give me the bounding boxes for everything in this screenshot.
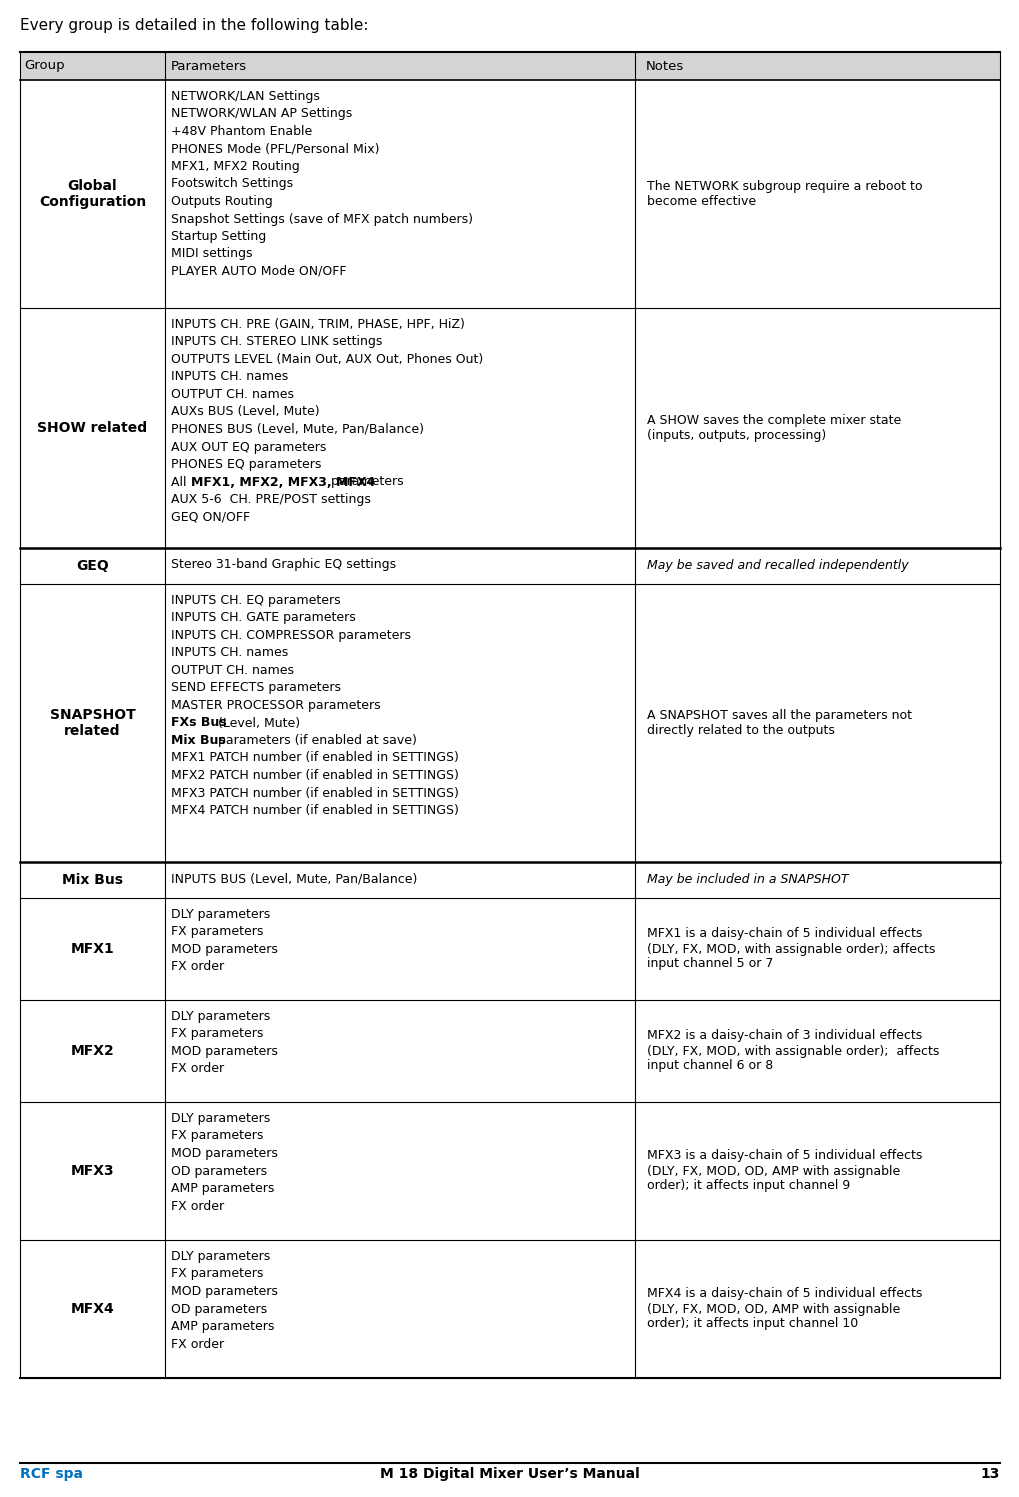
Bar: [20, 1240, 999, 1379]
Bar: [20, 898, 999, 1000]
Bar: [20, 548, 999, 584]
Text: NETWORK/WLAN AP Settings: NETWORK/WLAN AP Settings: [171, 108, 352, 120]
Text: M 18 Digital Mixer User’s Manual: M 18 Digital Mixer User’s Manual: [380, 1467, 639, 1481]
Text: FX order: FX order: [171, 1199, 224, 1213]
Text: INPUTS CH. STEREO LINK settings: INPUTS CH. STEREO LINK settings: [171, 335, 382, 349]
Text: MOD parameters: MOD parameters: [171, 1045, 277, 1058]
Text: INPUTS CH. names: INPUTS CH. names: [171, 370, 288, 383]
Bar: [20, 79, 999, 308]
Text: DLY parameters: DLY parameters: [171, 1010, 270, 1022]
Text: SHOW related: SHOW related: [38, 421, 148, 436]
Text: GEQ: GEQ: [76, 558, 109, 573]
Text: MASTER PROCESSOR parameters: MASTER PROCESSOR parameters: [171, 699, 380, 713]
Bar: [20, 1102, 999, 1240]
Text: FX order: FX order: [171, 1063, 224, 1075]
Text: PHONES BUS (Level, Mute, Pan/Balance): PHONES BUS (Level, Mute, Pan/Balance): [171, 424, 424, 436]
Text: Global
Configuration: Global Configuration: [39, 180, 146, 210]
Bar: [20, 52, 999, 79]
Text: OUTPUT CH. names: OUTPUT CH. names: [171, 665, 293, 677]
Text: RCF spa: RCF spa: [20, 1467, 83, 1481]
Text: OUTPUTS LEVEL (Main Out, AUX Out, Phones Out): OUTPUTS LEVEL (Main Out, AUX Out, Phones…: [171, 353, 483, 365]
Text: MFX1 PATCH number (if enabled in SETTINGS): MFX1 PATCH number (if enabled in SETTING…: [171, 751, 459, 765]
Text: MOD parameters: MOD parameters: [171, 1284, 277, 1298]
Text: OD parameters: OD parameters: [171, 1302, 267, 1316]
Text: (Level, Mute): (Level, Mute): [214, 717, 301, 729]
Text: MOD parameters: MOD parameters: [171, 943, 277, 957]
Text: SNAPSHOT
related: SNAPSHOT related: [50, 708, 136, 738]
Bar: [20, 1000, 999, 1102]
Text: MFX3 PATCH number (if enabled in SETTINGS): MFX3 PATCH number (if enabled in SETTING…: [171, 786, 459, 799]
Text: May be saved and recalled independently: May be saved and recalled independently: [647, 560, 908, 572]
Text: Footswitch Settings: Footswitch Settings: [171, 178, 292, 190]
Text: Group: Group: [24, 60, 64, 72]
Text: AUX OUT EQ parameters: AUX OUT EQ parameters: [171, 440, 326, 454]
Text: parameters: parameters: [327, 476, 404, 488]
Text: GEQ ON/OFF: GEQ ON/OFF: [171, 510, 250, 524]
Text: A SHOW saves the complete mixer state
(inputs, outputs, processing): A SHOW saves the complete mixer state (i…: [647, 415, 901, 442]
Text: FX parameters: FX parameters: [171, 1268, 263, 1280]
Text: Mix Bus: Mix Bus: [171, 734, 225, 747]
Text: May be included in a SNAPSHOT: May be included in a SNAPSHOT: [647, 874, 848, 886]
Text: MFX2: MFX2: [70, 1043, 114, 1058]
Text: The NETWORK subgroup require a reboot to
become effective: The NETWORK subgroup require a reboot to…: [647, 180, 922, 208]
Text: INPUTS CH. EQ parameters: INPUTS CH. EQ parameters: [171, 594, 340, 606]
Text: FX parameters: FX parameters: [171, 925, 263, 939]
Text: AUXs BUS (Level, Mute): AUXs BUS (Level, Mute): [171, 406, 319, 419]
Text: MFX3: MFX3: [70, 1165, 114, 1178]
Text: MFX2 is a daisy-chain of 3 individual effects
(DLY, FX, MOD, with assignable ord: MFX2 is a daisy-chain of 3 individual ef…: [647, 1030, 938, 1072]
Text: Snapshot Settings (save of MFX patch numbers): Snapshot Settings (save of MFX patch num…: [171, 213, 473, 226]
Text: All: All: [171, 476, 191, 488]
Text: parameters (if enabled at save): parameters (if enabled at save): [214, 734, 417, 747]
Text: DLY parameters: DLY parameters: [171, 1250, 270, 1263]
Text: INPUTS CH. GATE parameters: INPUTS CH. GATE parameters: [171, 611, 356, 624]
Bar: [20, 308, 999, 548]
Text: NETWORK/LAN Settings: NETWORK/LAN Settings: [171, 90, 320, 103]
Text: Mix Bus: Mix Bus: [62, 873, 123, 888]
Text: INPUTS CH. COMPRESSOR parameters: INPUTS CH. COMPRESSOR parameters: [171, 629, 411, 642]
Text: Every group is detailed in the following table:: Every group is detailed in the following…: [20, 18, 368, 33]
Text: PHONES EQ parameters: PHONES EQ parameters: [171, 458, 321, 472]
Text: FX order: FX order: [171, 961, 224, 973]
Text: OD parameters: OD parameters: [171, 1165, 267, 1178]
Text: MFX4 PATCH number (if enabled in SETTINGS): MFX4 PATCH number (if enabled in SETTING…: [171, 804, 459, 817]
Text: MFX4 is a daisy-chain of 5 individual effects
(DLY, FX, MOD, OD, AMP with assign: MFX4 is a daisy-chain of 5 individual ef…: [647, 1287, 922, 1331]
Text: FX order: FX order: [171, 1337, 224, 1350]
Text: FX parameters: FX parameters: [171, 1130, 263, 1142]
Text: A SNAPSHOT saves all the parameters not
directly related to the outputs: A SNAPSHOT saves all the parameters not …: [647, 710, 912, 737]
Text: PLAYER AUTO Mode ON/OFF: PLAYER AUTO Mode ON/OFF: [171, 265, 346, 278]
Text: +48V Phantom Enable: +48V Phantom Enable: [171, 126, 312, 138]
Text: MFX1, MFX2, MFX3, MFX4: MFX1, MFX2, MFX3, MFX4: [191, 476, 375, 488]
Text: Stereo 31-band Graphic EQ settings: Stereo 31-band Graphic EQ settings: [171, 558, 395, 570]
Text: PHONES Mode (PFL/Personal Mix): PHONES Mode (PFL/Personal Mix): [171, 142, 379, 156]
Text: MFX1: MFX1: [70, 942, 114, 957]
Text: DLY parameters: DLY parameters: [171, 909, 270, 921]
Text: MFX2 PATCH number (if enabled in SETTINGS): MFX2 PATCH number (if enabled in SETTING…: [171, 769, 459, 781]
Text: MIDI settings: MIDI settings: [171, 247, 253, 260]
Text: 13: 13: [979, 1467, 999, 1481]
Bar: [20, 584, 999, 862]
Text: INPUTS CH. PRE (GAIN, TRIM, PHASE, HPF, HiZ): INPUTS CH. PRE (GAIN, TRIM, PHASE, HPF, …: [171, 317, 465, 331]
Text: FXs Bus: FXs Bus: [171, 717, 226, 729]
Text: AMP parameters: AMP parameters: [171, 1320, 274, 1332]
Text: DLY parameters: DLY parameters: [171, 1112, 270, 1126]
Text: Parameters: Parameters: [171, 60, 247, 72]
Text: Startup Setting: Startup Setting: [171, 231, 266, 243]
Text: MOD parameters: MOD parameters: [171, 1147, 277, 1160]
Bar: [20, 862, 999, 898]
Text: MFX3 is a daisy-chain of 5 individual effects
(DLY, FX, MOD, OD, AMP with assign: MFX3 is a daisy-chain of 5 individual ef…: [647, 1150, 922, 1193]
Text: SEND EFFECTS parameters: SEND EFFECTS parameters: [171, 681, 340, 695]
Text: MFX1, MFX2 Routing: MFX1, MFX2 Routing: [171, 160, 300, 174]
Text: FX parameters: FX parameters: [171, 1027, 263, 1040]
Text: AMP parameters: AMP parameters: [171, 1183, 274, 1195]
Text: MFX1 is a daisy-chain of 5 individual effects
(DLY, FX, MOD, with assignable ord: MFX1 is a daisy-chain of 5 individual ef…: [647, 928, 934, 970]
Text: Outputs Routing: Outputs Routing: [171, 195, 272, 208]
Text: INPUTS CH. names: INPUTS CH. names: [171, 647, 288, 660]
Text: OUTPUT CH. names: OUTPUT CH. names: [171, 388, 293, 401]
Text: Notes: Notes: [645, 60, 683, 72]
Text: AUX 5-6  CH. PRE/POST settings: AUX 5-6 CH. PRE/POST settings: [171, 493, 371, 506]
Text: MFX4: MFX4: [70, 1302, 114, 1316]
Text: INPUTS BUS (Level, Mute, Pan/Balance): INPUTS BUS (Level, Mute, Pan/Balance): [171, 871, 417, 885]
